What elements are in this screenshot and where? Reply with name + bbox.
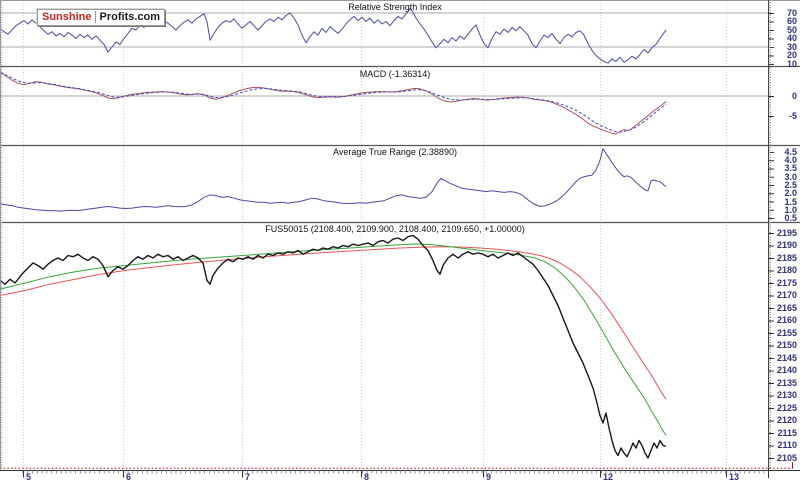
atr-line <box>0 148 667 212</box>
x-axis-label: 5 <box>26 472 32 482</box>
y-axis-label-atr: 4.5 <box>784 147 797 157</box>
price-line <box>0 234 667 459</box>
y-axis-label-price: 2160 <box>776 315 797 325</box>
x-axis-label: 9 <box>486 472 492 482</box>
y-axis-label-price: 2130 <box>776 390 797 400</box>
y-axis-label-price: 2140 <box>776 365 797 375</box>
y-axis-label-price: 2175 <box>776 278 797 288</box>
y-axis-label-macd: 0 <box>791 91 797 101</box>
x-axis-label: 12 <box>603 472 614 482</box>
x-axis-label: 7 <box>245 472 251 482</box>
ma_fast_green-line <box>0 243 667 436</box>
macd-line <box>0 70 667 135</box>
y-axis-label-price: 2185 <box>776 253 797 263</box>
y-axis-label-atr: 2.0 <box>784 188 797 198</box>
y-axis-label-price: 2110 <box>777 440 797 450</box>
y-axis-label-atr: 1.0 <box>784 205 797 215</box>
y-axis-label-rsi: 50 <box>786 25 797 35</box>
y-axis-label-rsi: 40 <box>786 33 797 43</box>
macd_signal-line <box>0 72 667 133</box>
y-axis-label-price: 2165 <box>776 303 797 313</box>
y-axis-label-price: 2170 <box>776 290 797 300</box>
y-axis-label-atr: 3.0 <box>784 172 797 182</box>
sunshine-profits-logo: Sunshine Profits.com <box>37 9 166 26</box>
logo-text-sunshine: Sunshine <box>42 11 92 23</box>
logo-text-profits: Profits.com <box>94 11 161 23</box>
y-axis-label-price: 2190 <box>776 240 797 250</box>
y-axis-label-rsi: 30 <box>786 42 797 52</box>
rsi-line <box>0 8 667 64</box>
x-axis-label: 13 <box>729 472 740 482</box>
y-axis-label-price: 2150 <box>776 340 797 350</box>
y-axis-label-atr: 0.5 <box>784 213 797 223</box>
y-axis-label-rsi: 10 <box>786 59 797 69</box>
ma_slow_red-line <box>0 246 667 400</box>
y-axis-label-price: 2115 <box>777 428 797 438</box>
y-axis-label-macd: -5 <box>788 111 797 121</box>
y-axis-label-price: 2135 <box>776 378 797 388</box>
y-axis-label-price: 2180 <box>776 265 797 275</box>
x-axis-label: 6 <box>126 472 132 482</box>
y-axis-label-price: 2120 <box>776 415 797 425</box>
y-axis-label-atr: 4.0 <box>784 155 797 165</box>
y-axis-label-price: 2145 <box>776 353 797 363</box>
y-axis-label-price: 2125 <box>776 403 797 413</box>
y-axis-label-price: 2105 <box>776 453 797 463</box>
y-axis-label-price: 2195 <box>776 228 797 238</box>
y-axis-label-rsi: 70 <box>786 8 797 18</box>
y-axis-label-rsi: 60 <box>786 16 797 26</box>
y-axis-label-atr: 2.5 <box>784 180 797 190</box>
y-axis-label-atr: 1.5 <box>784 197 797 207</box>
y-axis-label-price: 2155 <box>776 328 797 338</box>
y-axis-label-rsi: 20 <box>786 50 797 60</box>
y-axis-label-atr: 3.5 <box>784 163 797 173</box>
x-axis-label: 8 <box>364 472 370 482</box>
